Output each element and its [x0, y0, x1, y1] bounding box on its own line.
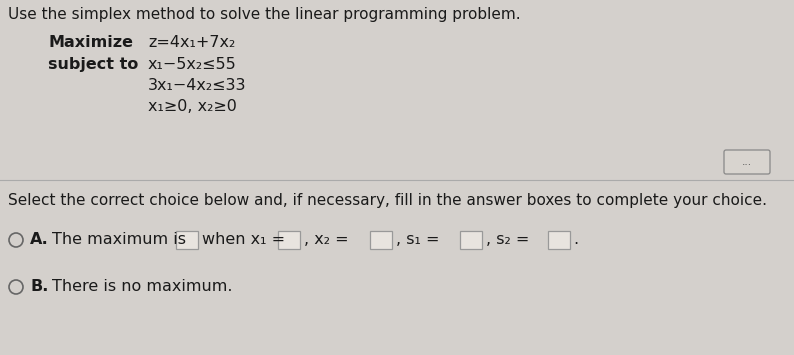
Bar	[460, 231, 482, 249]
FancyBboxPatch shape	[724, 150, 770, 174]
Text: , s₂ =: , s₂ =	[486, 232, 530, 247]
Text: The maximum is: The maximum is	[52, 232, 186, 247]
Text: B.: B.	[30, 279, 48, 294]
Text: when x₁ =: when x₁ =	[202, 232, 285, 247]
Text: Use the simplex method to solve the linear programming problem.: Use the simplex method to solve the line…	[8, 7, 521, 22]
Bar	[176, 231, 198, 249]
Text: , s₁ =: , s₁ =	[396, 232, 440, 247]
Bar	[548, 231, 570, 249]
Bar	[278, 231, 300, 249]
Text: Select the correct choice below and, if necessary, fill in the answer boxes to c: Select the correct choice below and, if …	[8, 193, 767, 208]
Text: x₁≥0, x₂≥0: x₁≥0, x₂≥0	[148, 99, 237, 114]
Bar	[370, 231, 392, 249]
Text: z=4x₁+7x₂: z=4x₁+7x₂	[148, 35, 235, 50]
Text: There is no maximum.: There is no maximum.	[52, 279, 233, 294]
Text: Maximize: Maximize	[48, 35, 133, 50]
Text: subject to: subject to	[48, 57, 138, 72]
Text: A.: A.	[30, 232, 48, 247]
Text: .: .	[573, 232, 578, 247]
Text: ...: ...	[742, 157, 752, 167]
Text: 3x₁−4x₂≤33: 3x₁−4x₂≤33	[148, 78, 246, 93]
Text: x₁−5x₂≤55: x₁−5x₂≤55	[148, 57, 237, 72]
Text: , x₂ =: , x₂ =	[304, 232, 349, 247]
